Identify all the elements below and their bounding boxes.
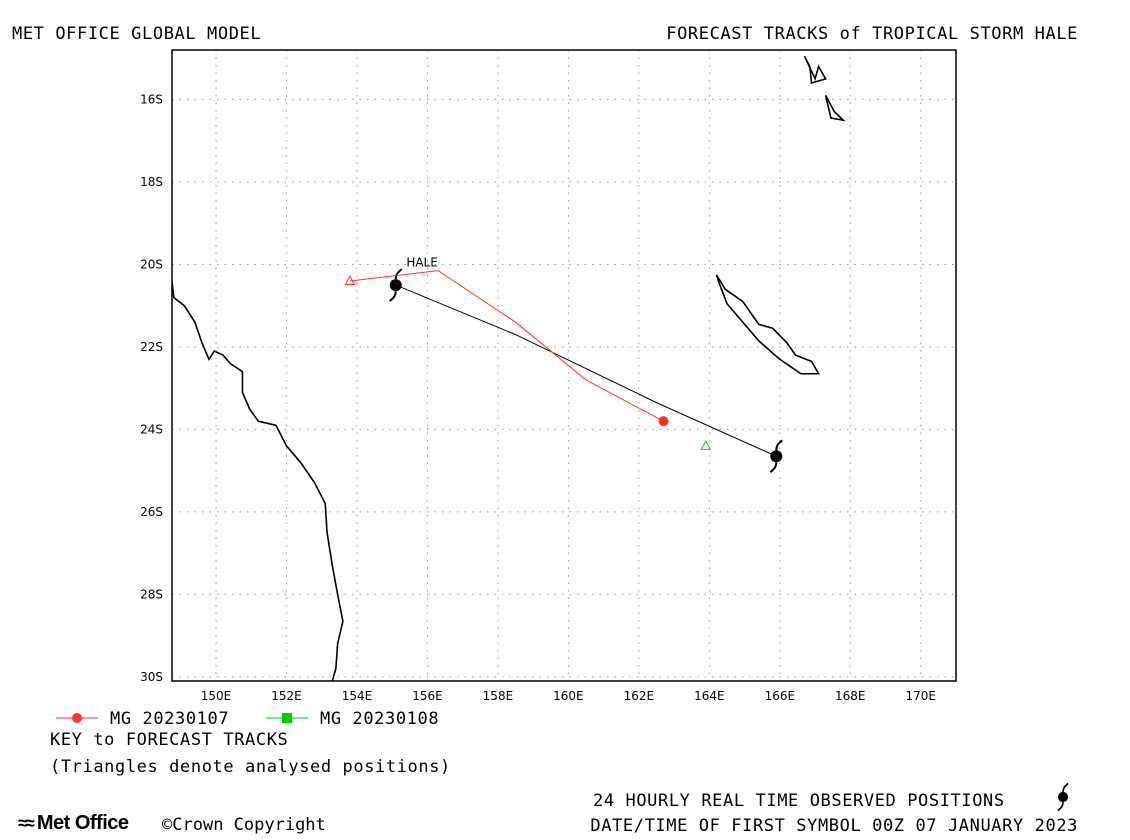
coastlines [172, 55, 846, 681]
lat-tick-label: 30S [140, 670, 163, 684]
cyclone-eye [389, 279, 402, 292]
coastline [172, 280, 344, 681]
cyclone-arm-bottom [769, 462, 778, 473]
copyright-icon: © [162, 815, 173, 835]
lon-tick-label: 160E [553, 689, 584, 703]
header-left-title: MET OFFICE GLOBAL MODEL [12, 24, 262, 44]
cyclone-eye [770, 450, 783, 463]
copyright-text: Crown Copyright [172, 815, 326, 835]
map-frame [171, 49, 957, 682]
lon-tick-label: 156E [412, 689, 443, 703]
legend-key-note: (Triangles denote analysed positions) [50, 757, 451, 777]
lon-tick-label: 170E [906, 689, 937, 703]
lon-tick-label: 168E [835, 689, 866, 703]
observed-position-icon [769, 439, 784, 473]
lon-tick-label: 166E [765, 689, 796, 703]
observed-position-icon [389, 268, 403, 302]
lon-tick-label: 152E [271, 689, 302, 703]
observed-positions-label: 24 HOURLY REAL TIME OBSERVED POSITIONS [593, 791, 1005, 811]
logo-text: Met Office [36, 812, 129, 834]
observed-symbol-icon [1057, 782, 1069, 812]
legend-square-marker [282, 713, 292, 723]
lon-tick-label: 154E [342, 689, 373, 703]
legend-key-title: KEY to FORECAST TRACKS [50, 730, 289, 750]
lat-tick-label: 24S [140, 422, 163, 436]
cyclone-arm-top [1062, 782, 1069, 792]
lon-tick-label: 162E [624, 689, 655, 703]
waves-icon: ≈≈ [18, 813, 35, 833]
first-symbol-datetime: DATE/TIME OF FIRST SYMBOL 00Z 07 JANUARY… [590, 816, 1078, 836]
forecast-track-line [349, 270, 664, 422]
met-office-logo: ≈≈ Met Office [18, 812, 129, 835]
cyclone-arm-top [394, 268, 403, 280]
lat-tick-label: 28S [140, 587, 163, 601]
header-right-title: FORECAST TRACKS of TROPICAL STORM HALE [666, 24, 1078, 44]
lon-tick-label: 150E [201, 689, 232, 703]
cyclone-arm-top [775, 439, 784, 451]
legend-entry-label: MG 20230108 [320, 709, 439, 729]
observed-track-line [395, 284, 777, 457]
legend-dot-marker [72, 713, 82, 723]
lon-tick-label: 164E [694, 689, 725, 703]
cyclone-arm-bottom [1057, 802, 1064, 812]
lat-tick-label: 18S [140, 175, 163, 189]
legend-entry-label: MG 20230107 [110, 709, 229, 729]
lon-tick-label: 158E [483, 689, 514, 703]
coastline [824, 94, 846, 122]
lat-tick-label: 16S [140, 92, 163, 106]
storm-name-label: HALE [406, 256, 438, 270]
cyclone-eye [1057, 791, 1069, 803]
coastline [803, 55, 827, 85]
analysed-position-triangle [700, 439, 712, 450]
lat-tick-label: 22S [140, 340, 163, 354]
lat-tick-label: 20S [140, 257, 163, 271]
analysed-position-triangle [344, 274, 356, 285]
lat-tick-label: 26S [140, 505, 163, 519]
forecast-position-dot [658, 416, 669, 427]
coastline [715, 274, 820, 375]
cyclone-arm-bottom [389, 291, 397, 302]
copyright-notice: ©Crown Copyright [162, 815, 326, 835]
